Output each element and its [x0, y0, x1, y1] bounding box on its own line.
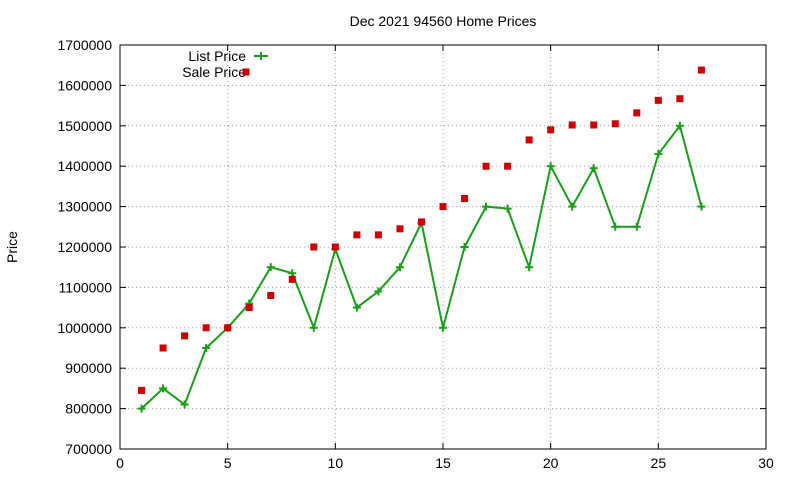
- grid: [120, 45, 766, 449]
- sale-price-point: [525, 136, 533, 144]
- series: [137, 66, 706, 413]
- list-price-point: [266, 263, 275, 272]
- legend: List Price Sale Price: [182, 48, 268, 80]
- list-price-point: [697, 202, 706, 211]
- series-sale-price: [138, 66, 705, 394]
- y-tick-label: 1000000: [57, 320, 112, 336]
- sale-price-point: [568, 121, 576, 129]
- x-tick-label: 25: [651, 455, 667, 471]
- list-price-point: [525, 263, 534, 272]
- sale-price-point: [374, 231, 382, 239]
- sale-price-point: [482, 162, 490, 170]
- y-tick-label: 1300000: [57, 199, 112, 215]
- sale-price-point: [461, 195, 469, 203]
- sale-price-point: [417, 218, 425, 226]
- y-tick-label: 1200000: [57, 239, 112, 255]
- y-tick-label: 1500000: [57, 118, 112, 134]
- list-price-point: [180, 400, 189, 409]
- sale-price-point: [310, 243, 318, 251]
- y-axis-label: Price: [4, 231, 20, 263]
- y-tick-label: 700000: [65, 441, 112, 457]
- list-price-point: [503, 204, 512, 213]
- sale-price-point: [590, 121, 598, 129]
- sale-price-point: [633, 109, 641, 117]
- sale-price-point: [245, 304, 253, 312]
- legend-label-list-price: List Price: [188, 48, 246, 64]
- list-price-point: [654, 150, 663, 159]
- y-tick-label: 900000: [65, 360, 112, 376]
- list-price-line: [140, 123, 703, 410]
- list-price-point: [309, 323, 318, 332]
- series-list-price: [137, 121, 706, 413]
- x-tick-label: 20: [543, 455, 559, 471]
- sale-price-point: [547, 126, 555, 134]
- y-tick-label: 1100000: [59, 279, 113, 295]
- list-price-point: [159, 384, 168, 393]
- sale-price-point: [159, 344, 167, 352]
- y-tick-label: 1400000: [57, 158, 112, 174]
- x-tick-label: 0: [116, 455, 124, 471]
- sale-price-point: [202, 324, 210, 332]
- legend-marker-cross: [257, 52, 265, 60]
- list-price-point: [395, 263, 404, 272]
- y-tick-label: 1600000: [57, 77, 112, 93]
- sale-price-point: [611, 120, 619, 128]
- chart-title: Dec 2021 94560 Home Prices: [350, 13, 537, 29]
- sale-price-point: [396, 225, 404, 233]
- sale-price-point: [224, 324, 232, 332]
- list-price-point: [460, 243, 469, 251]
- x-tick-label: 10: [328, 455, 344, 471]
- sale-price-point: [331, 243, 339, 251]
- y-tick-label: 800000: [65, 401, 112, 417]
- sale-price-point: [288, 275, 296, 283]
- x-tick-label: 15: [435, 455, 451, 471]
- list-price-point: [374, 287, 383, 296]
- axis-ticks: 0 5 10 15 20 25 30 700000 800000 900000 1000000 110…: [57, 37, 774, 471]
- legend-key-sale-price: [242, 68, 250, 76]
- list-price-point: [568, 202, 577, 211]
- list-price-point: [482, 202, 491, 211]
- sale-price-point: [676, 95, 684, 103]
- sale-price-point: [181, 332, 189, 340]
- sale-price-point: [697, 66, 705, 74]
- legend-label-sale-price: Sale Price: [182, 64, 246, 80]
- list-price-point: [632, 222, 641, 231]
- sale-price-point: [654, 96, 662, 104]
- x-tick-label: 5: [224, 455, 232, 471]
- list-price-point: [352, 303, 361, 312]
- sale-price-point: [504, 162, 512, 170]
- list-price-point: [589, 164, 598, 173]
- sale-price-point: [138, 386, 146, 394]
- x-tick-label: 30: [758, 455, 774, 471]
- list-price-point: [439, 323, 447, 332]
- sale-price-point: [353, 231, 361, 239]
- sale-price-point: [439, 203, 447, 211]
- sale-price-point: [267, 291, 275, 299]
- legend-key-list-price: [254, 52, 268, 60]
- list-price-point: [546, 162, 555, 171]
- y-tick-label: 1700000: [57, 37, 112, 53]
- list-price-point: [202, 344, 211, 352]
- list-price-point: [675, 121, 684, 130]
- list-price-point: [137, 404, 146, 413]
- legend-marker-square: [242, 68, 250, 76]
- list-price-point: [611, 222, 620, 231]
